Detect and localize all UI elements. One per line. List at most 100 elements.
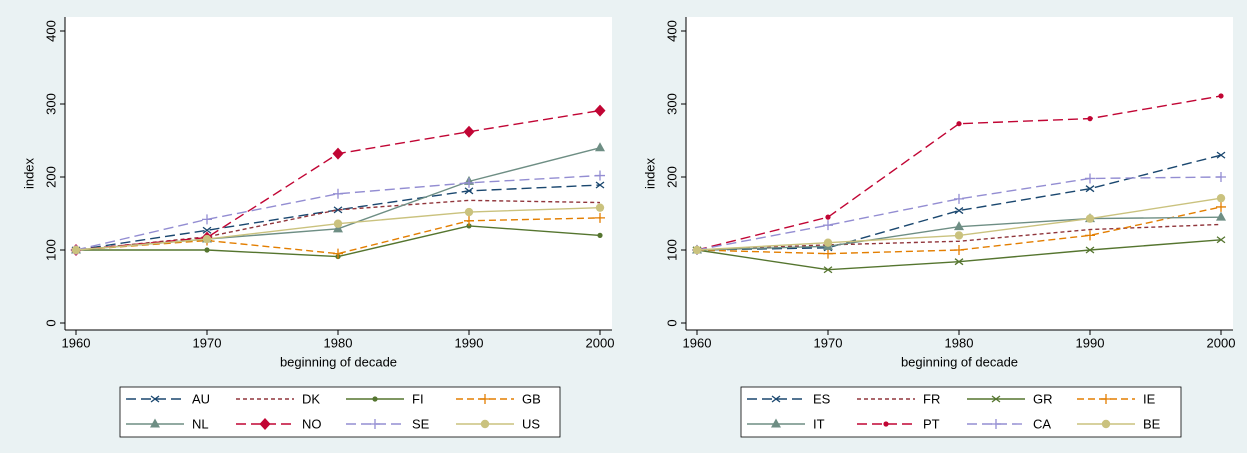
marker	[595, 170, 605, 181]
marker	[954, 207, 964, 215]
marker	[333, 248, 343, 259]
y-tick-label: 0	[664, 319, 679, 326]
marker	[333, 219, 343, 228]
marker	[464, 187, 474, 195]
legend-marker	[771, 418, 781, 428]
legend	[119, 386, 561, 438]
series-line	[696, 176, 1222, 251]
marker	[333, 206, 343, 214]
legend-marker	[771, 395, 781, 403]
legend-label: NO	[302, 416, 322, 431]
marker	[1085, 246, 1095, 254]
y-tick-label: 200	[43, 166, 58, 188]
marker	[823, 248, 833, 259]
marker	[1216, 172, 1226, 182]
marker	[1085, 173, 1095, 184]
y-tick-label: 200	[664, 166, 679, 188]
x-tick-label: 2000	[586, 335, 615, 350]
marker	[692, 245, 702, 255]
marker	[594, 104, 606, 117]
marker	[1216, 236, 1226, 244]
marker	[464, 207, 474, 217]
x-tick-label: 2000	[1207, 335, 1236, 350]
marker	[954, 193, 964, 204]
marker	[954, 258, 964, 266]
legend-marker	[1101, 419, 1111, 429]
legend-label: GR	[1033, 391, 1053, 406]
series-line	[75, 184, 601, 251]
legend-label: FR	[923, 391, 940, 406]
marker	[823, 266, 833, 274]
legend-marker	[370, 419, 380, 429]
legend-marker	[991, 419, 1001, 429]
marker	[595, 212, 605, 223]
legend-marker	[150, 395, 160, 403]
y-axis-title: index	[21, 157, 36, 189]
marker	[1087, 116, 1093, 122]
marker	[333, 188, 343, 199]
legend-label: US	[522, 416, 540, 431]
marker	[466, 223, 472, 229]
legend-label: BE	[1143, 416, 1161, 431]
marker	[71, 245, 81, 255]
y-tick-label: 400	[43, 20, 58, 42]
marker	[1216, 193, 1226, 203]
series-line	[75, 199, 601, 251]
series-line	[75, 174, 601, 251]
marker	[202, 214, 212, 225]
x-tick-label: 1960	[683, 335, 712, 350]
marker	[954, 245, 964, 255]
legend-label: AU	[192, 391, 210, 406]
marker	[823, 238, 833, 247]
legend-marker	[259, 418, 271, 430]
x-tick-label: 1970	[814, 335, 843, 350]
marker	[464, 215, 474, 226]
legend-label: NL	[192, 416, 209, 431]
series-line	[696, 223, 1222, 251]
marker	[825, 214, 831, 220]
marker	[464, 177, 474, 188]
x-tick-label: 1980	[324, 335, 353, 350]
legend-label: SE	[412, 416, 430, 431]
legend-label: FI	[412, 391, 424, 406]
x-tick-label: 1980	[945, 335, 974, 350]
legend-marker	[480, 419, 490, 429]
y-tick-label: 300	[664, 93, 679, 115]
x-axis-title: beginning of decade	[280, 354, 397, 369]
series-line	[75, 217, 601, 255]
marker	[1085, 214, 1095, 223]
legend-label: IE	[1143, 391, 1156, 406]
legend-marker	[991, 395, 1001, 403]
marker	[1085, 185, 1095, 193]
legend-label: PT	[923, 416, 940, 431]
y-axis-title: index	[642, 157, 657, 189]
legend-label: IT	[813, 416, 825, 431]
marker	[956, 121, 962, 127]
marker	[595, 142, 605, 152]
x-tick-label: 1990	[455, 335, 484, 350]
legend	[740, 386, 1182, 438]
x-tick-label: 1990	[1076, 335, 1105, 350]
y-tick-label: 0	[43, 319, 58, 326]
marker	[595, 203, 605, 212]
marker	[332, 147, 344, 160]
legend-label: CA	[1033, 416, 1051, 431]
marker	[1218, 93, 1224, 99]
marker	[463, 125, 475, 138]
x-tick-label: 1960	[62, 335, 91, 350]
legend-label: GB	[522, 391, 541, 406]
legend-marker	[150, 418, 160, 428]
x-tick-label: 1970	[193, 335, 222, 350]
y-tick-label: 400	[664, 20, 679, 42]
legend-marker	[1101, 394, 1111, 404]
marker	[823, 220, 833, 231]
marker	[1216, 201, 1226, 212]
marker	[204, 247, 210, 253]
y-tick-label: 300	[43, 93, 58, 115]
marker	[954, 221, 964, 231]
marker	[1216, 211, 1226, 221]
legend-label: ES	[813, 391, 831, 406]
legend-label: DK	[302, 391, 320, 406]
marker	[597, 232, 603, 238]
